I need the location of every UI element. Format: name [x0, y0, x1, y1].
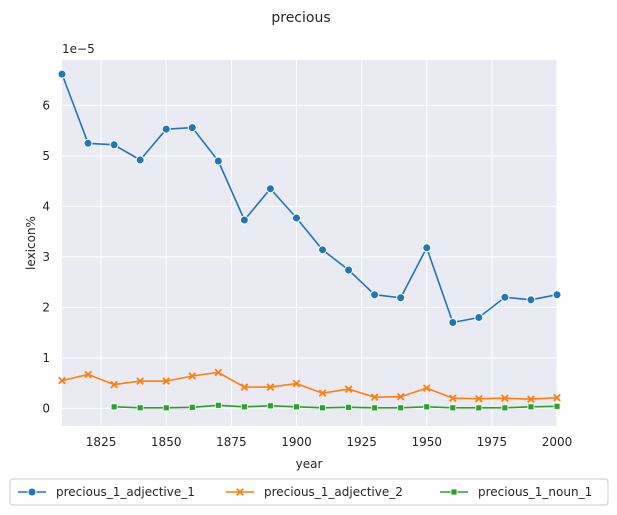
data-point	[136, 404, 144, 412]
y-offset-label: 1e−5	[62, 42, 95, 56]
data-point	[318, 245, 328, 255]
y-tick-label: 0	[42, 401, 50, 415]
data-point	[188, 403, 196, 411]
plot-area	[62, 60, 557, 426]
data-point	[83, 138, 93, 148]
data-point	[239, 215, 249, 225]
data-point	[318, 389, 327, 398]
legend-label: precious_1_adjective_1	[56, 485, 195, 499]
legend-item: precious_1_noun_1	[440, 485, 592, 499]
x-tick-label: 1900	[281, 435, 312, 449]
data-point	[397, 404, 405, 412]
data-point	[187, 123, 197, 133]
data-point	[370, 290, 380, 300]
legend-marker	[27, 487, 37, 497]
data-point	[396, 293, 406, 303]
data-point	[448, 394, 457, 403]
x-tick-label: 1975	[477, 435, 508, 449]
series-layer	[57, 69, 562, 412]
legend-item: precious_1_adjective_1	[18, 485, 195, 499]
data-point	[319, 404, 326, 412]
data-point	[292, 379, 301, 388]
data-point	[58, 376, 66, 385]
data-point	[422, 384, 431, 392]
y-tick-label: 1	[42, 351, 50, 365]
data-point	[527, 403, 535, 411]
data-point	[84, 370, 92, 379]
y-tick-label: 6	[42, 98, 50, 112]
x-axis-label: year	[296, 457, 323, 471]
y-tick-label: 2	[42, 300, 50, 314]
data-point	[109, 140, 119, 150]
x-tick-label: 1925	[346, 435, 377, 449]
y-tick-label: 5	[42, 149, 50, 163]
data-point	[501, 394, 509, 403]
y-tick-label: 4	[42, 199, 50, 213]
series-precious_1_adjective_2	[58, 368, 561, 404]
legend-label: precious_1_adjective_2	[264, 485, 403, 499]
data-point	[370, 393, 379, 402]
data-point	[474, 312, 484, 322]
data-point	[422, 243, 432, 253]
legend-marker	[236, 488, 244, 496]
data-point	[266, 383, 275, 391]
data-point	[448, 318, 458, 328]
data-point	[371, 404, 379, 412]
data-point	[501, 404, 509, 412]
data-point	[344, 265, 354, 275]
data-point	[526, 295, 536, 305]
x-tick-label: 2000	[542, 435, 573, 449]
data-point	[396, 392, 405, 401]
x-tick-label: 1950	[411, 435, 442, 449]
data-point	[475, 404, 483, 412]
x-tick-label: 1825	[86, 435, 117, 449]
series-line	[114, 404, 558, 409]
data-point	[553, 402, 561, 410]
data-point	[135, 155, 145, 165]
data-point	[345, 403, 352, 411]
data-point	[162, 404, 170, 412]
data-point	[293, 403, 300, 411]
grid	[62, 60, 558, 426]
x-tick-label: 1875	[216, 435, 247, 449]
data-point	[267, 402, 274, 410]
y-axis-label: lexicon%	[24, 216, 38, 270]
data-point	[291, 213, 301, 223]
data-point	[110, 380, 118, 389]
data-point	[214, 401, 222, 409]
data-point	[110, 403, 118, 411]
data-point	[162, 377, 171, 385]
data-point	[240, 403, 248, 411]
data-point	[423, 403, 431, 411]
data-point	[500, 292, 510, 302]
data-point	[213, 156, 223, 166]
data-point	[57, 69, 67, 79]
data-point	[552, 290, 562, 300]
data-point	[553, 393, 561, 402]
legend-item: precious_1_adjective_2	[226, 485, 403, 499]
data-point	[475, 394, 483, 403]
data-point	[527, 395, 535, 404]
series-line	[61, 371, 558, 401]
data-point	[188, 372, 197, 380]
y-tick-label: 3	[42, 250, 50, 264]
data-point	[240, 383, 249, 391]
data-point	[449, 404, 457, 412]
data-point	[161, 124, 171, 134]
legend: precious_1_adjective_1 precious_1_adjecti…	[9, 478, 609, 506]
data-point	[136, 377, 144, 385]
x-tick-label: 1850	[151, 435, 182, 449]
data-point	[214, 368, 223, 377]
chart-title: precious	[271, 10, 330, 26]
legend-label: precious_1_noun_1	[478, 485, 592, 499]
legend-marker	[450, 488, 458, 496]
data-point	[344, 385, 353, 393]
legend-frame	[9, 478, 609, 506]
series-precious_1_noun_1	[110, 401, 561, 412]
data-point	[265, 184, 275, 194]
axis-ticks: 1825 1850 1875 1900 1925 1950 1975 2000 0 1 2 3 4 5 6	[42, 98, 572, 449]
series-precious_1_adjective_1	[57, 69, 562, 328]
